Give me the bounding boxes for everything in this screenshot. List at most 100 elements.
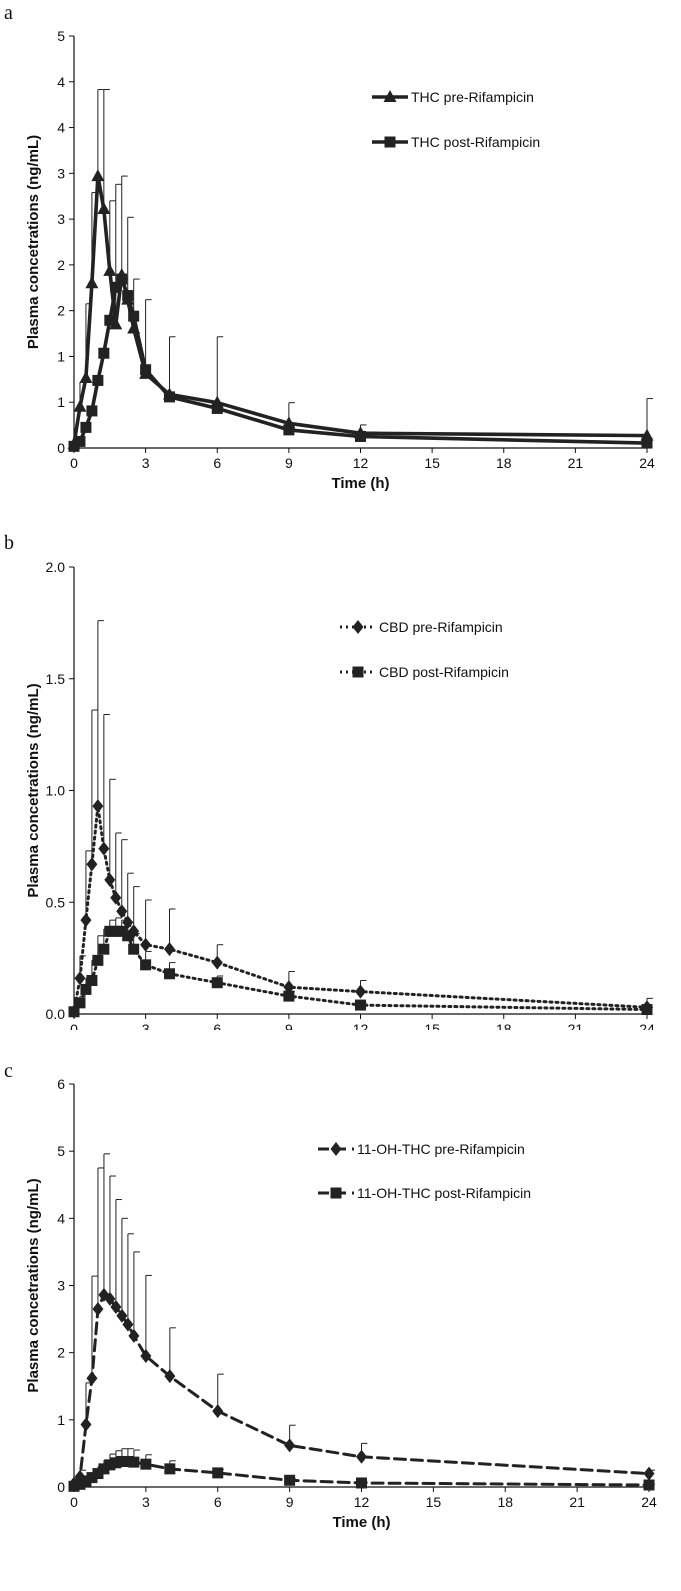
y-tick-label-b-1: 0.5 <box>46 894 66 910</box>
legend-label-a-1: THC post-Rifampicin <box>411 134 540 150</box>
data-point-c-1-16 <box>643 1479 655 1491</box>
y-tick-label-a-0: 0 <box>57 440 65 456</box>
data-point-b-1-5 <box>98 943 110 955</box>
data-point-c-0-10 <box>128 1328 140 1343</box>
x-tick-label-c-1: 3 <box>142 1494 150 1510</box>
legend-label-c-1: 11-OH-THC post-Rifampicin <box>357 1185 531 1201</box>
data-point-c-0-1 <box>74 1469 86 1484</box>
legend-label-b-1: CBD post-Rifampicin <box>379 664 509 680</box>
data-point-b-0-1 <box>74 971 86 986</box>
x-tick-label-b-8: 24 <box>639 1021 655 1030</box>
data-point-c-0-9 <box>122 1317 134 1332</box>
data-point-c-1-5 <box>98 1463 110 1475</box>
x-axis-title-a: Time (h) <box>331 475 389 492</box>
x-tick-label-c-4: 12 <box>354 1494 370 1510</box>
data-point-c-1-1 <box>74 1478 86 1490</box>
data-point-c-0-14 <box>284 1438 296 1453</box>
x-tick-label-c-0: 0 <box>70 1494 78 1510</box>
data-point-a-1-11 <box>140 364 152 376</box>
data-point-a-1-14 <box>283 424 295 436</box>
y-tick-label-c-2: 2 <box>57 1345 65 1361</box>
x-tick-label-b-4: 12 <box>353 1021 369 1030</box>
series-line-a-1 <box>72 277 649 449</box>
chart-panel-a: a 0 1 1 2 2 3 3 4 4 5 0 3 6 9 12 15 18 21 24 Time (h) Plasma… <box>0 0 681 510</box>
data-point-a-1-7 <box>110 281 122 293</box>
data-point-a-1-16 <box>641 437 653 449</box>
x-tick-label-a-5: 15 <box>424 455 440 471</box>
data-point-c-1-15 <box>356 1477 367 1489</box>
data-point-b-0-2 <box>80 913 92 928</box>
y-tick-label-c-1: 1 <box>57 1412 65 1428</box>
x-tick-label-a-8: 24 <box>639 455 655 471</box>
x-tick-label-c-2: 6 <box>214 1494 222 1510</box>
panel-letter-a: a <box>4 2 13 24</box>
x-tick-label-b-7: 21 <box>568 1021 584 1030</box>
x-tick-label-a-0: 0 <box>70 455 78 471</box>
data-point-a-0-5 <box>97 202 111 215</box>
data-point-c-0-4 <box>92 1302 104 1317</box>
data-point-c-0-6 <box>104 1291 116 1306</box>
x-tick-label-b-2: 6 <box>213 1021 221 1030</box>
data-point-c-1-12 <box>164 1463 176 1475</box>
data-point-c-1-0 <box>68 1480 80 1492</box>
data-point-a-1-4 <box>92 374 104 386</box>
x-tick-label-b-1: 3 <box>142 1021 150 1030</box>
y-tick-label-b-0: 0.0 <box>46 1006 66 1022</box>
data-point-c-0-15 <box>356 1449 367 1464</box>
x-tick-label-b-0: 0 <box>70 1021 78 1030</box>
data-point-a-1-10 <box>128 310 140 322</box>
data-point-c-1-2 <box>80 1475 92 1487</box>
legend-marker-b-1 <box>352 666 364 678</box>
x-tick-label-a-4: 12 <box>353 455 369 471</box>
data-point-a-1-13 <box>211 402 223 414</box>
data-point-b-1-2 <box>80 983 92 995</box>
data-point-b-1-3 <box>86 974 98 986</box>
data-point-c-1-6 <box>104 1459 116 1471</box>
legend-marker-a-1 <box>384 136 396 148</box>
data-point-c-1-14 <box>284 1474 296 1486</box>
data-point-a-0-7 <box>109 317 123 330</box>
y-tick-label-c-3: 3 <box>57 1278 65 1294</box>
legend-marker-c-1 <box>330 1187 342 1199</box>
y-tick-label-a-1: 1 <box>57 394 65 410</box>
panel-letter-b: b <box>4 532 14 554</box>
legend-marker-c-0 <box>330 1142 342 1156</box>
data-point-b-0-8 <box>116 904 128 919</box>
data-point-a-0-6 <box>103 263 117 276</box>
data-point-c-1-10 <box>128 1456 140 1468</box>
data-point-a-1-5 <box>98 347 110 359</box>
x-tick-label-a-1: 3 <box>142 455 150 471</box>
data-point-b-0-6 <box>104 872 116 887</box>
legend-marker-b-0 <box>352 620 364 634</box>
data-point-b-0-7 <box>110 890 122 905</box>
y-tick-label-a-4: 2 <box>57 257 65 273</box>
data-point-b-0-13 <box>211 955 223 970</box>
y-tick-label-c-0: 0 <box>57 1479 65 1495</box>
data-point-b-1-13 <box>211 977 223 989</box>
data-point-c-1-13 <box>212 1467 224 1479</box>
x-tick-label-c-8: 24 <box>641 1494 657 1510</box>
y-tick-label-a-5: 3 <box>57 211 65 227</box>
legend-label-a-0: THC pre-Rifampicin <box>411 89 534 105</box>
y-tick-label-a-2: 1 <box>57 348 65 364</box>
chart-panel-b: b 0.00.51.01.52.003691215182124Time (h)P… <box>0 530 681 1030</box>
data-point-c-0-8 <box>116 1308 128 1323</box>
data-point-a-1-12 <box>164 391 175 403</box>
y-tick-label-b-3: 1.5 <box>46 671 66 687</box>
x-axis-title-c: Time (h) <box>332 1514 390 1531</box>
data-point-c-1-4 <box>92 1468 104 1480</box>
data-point-c-0-13 <box>212 1404 224 1419</box>
data-point-b-1-16 <box>641 1004 653 1016</box>
y-axis-title-b: Plasma concetrations (ng/mL) <box>25 683 42 897</box>
x-tick-label-a-3: 9 <box>285 455 293 471</box>
data-point-a-1-1 <box>74 435 86 447</box>
y-axis-title-c: Plasma concetrations (ng/mL) <box>25 1178 42 1392</box>
data-point-b-1-6 <box>104 925 116 937</box>
data-point-c-1-11 <box>140 1458 152 1470</box>
data-point-b-0-3 <box>86 857 98 872</box>
chart-b-svg: 0.00.51.01.52.003691215182124Time (h)Pla… <box>25 559 655 1030</box>
x-tick-label-c-5: 15 <box>426 1494 442 1510</box>
data-point-b-0-5 <box>98 841 110 856</box>
